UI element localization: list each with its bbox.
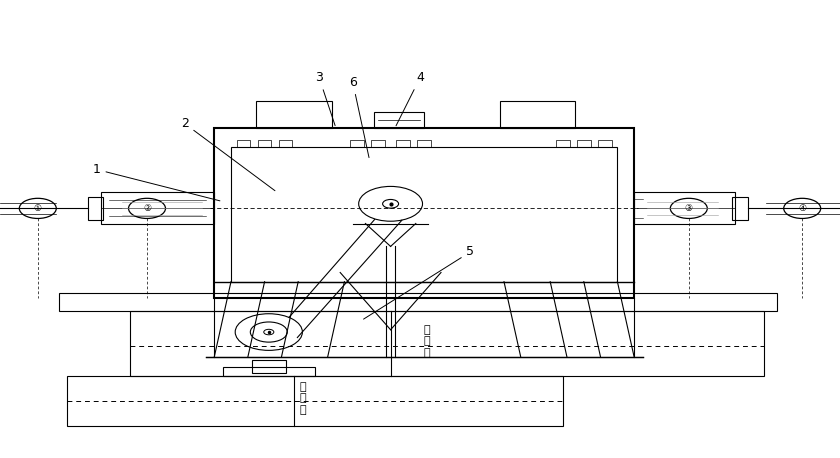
Text: 4: 4 xyxy=(396,71,424,126)
Bar xyxy=(214,128,634,298)
Bar xyxy=(350,140,364,147)
Bar xyxy=(500,101,575,128)
Text: ④: ④ xyxy=(798,204,806,213)
Bar xyxy=(88,197,103,219)
Text: ①: ① xyxy=(34,204,42,213)
Text: 5: 5 xyxy=(364,245,475,319)
Bar xyxy=(252,360,286,373)
Bar xyxy=(732,197,748,219)
Bar xyxy=(279,140,292,147)
Bar xyxy=(556,140,570,147)
Bar xyxy=(67,376,563,426)
Text: 2: 2 xyxy=(181,117,275,191)
Bar xyxy=(396,140,410,147)
Bar xyxy=(223,367,315,376)
Bar xyxy=(634,192,735,224)
Bar xyxy=(101,192,214,224)
Text: 6: 6 xyxy=(349,76,369,158)
Text: 1: 1 xyxy=(92,163,220,201)
Text: ②: ② xyxy=(143,204,151,213)
Bar xyxy=(256,101,332,128)
Bar xyxy=(231,147,617,282)
Bar xyxy=(417,140,431,147)
Text: ③: ③ xyxy=(685,204,693,213)
Bar xyxy=(374,112,424,128)
Bar xyxy=(598,140,612,147)
Bar xyxy=(59,293,777,311)
Bar xyxy=(371,140,385,147)
Bar xyxy=(258,140,271,147)
Text: 液
压
油: 液 压 油 xyxy=(423,325,430,358)
Text: 液
压
油: 液 压 油 xyxy=(299,382,306,415)
Bar xyxy=(130,311,764,376)
Text: 3: 3 xyxy=(315,71,335,125)
Bar xyxy=(577,140,591,147)
Bar xyxy=(237,140,250,147)
